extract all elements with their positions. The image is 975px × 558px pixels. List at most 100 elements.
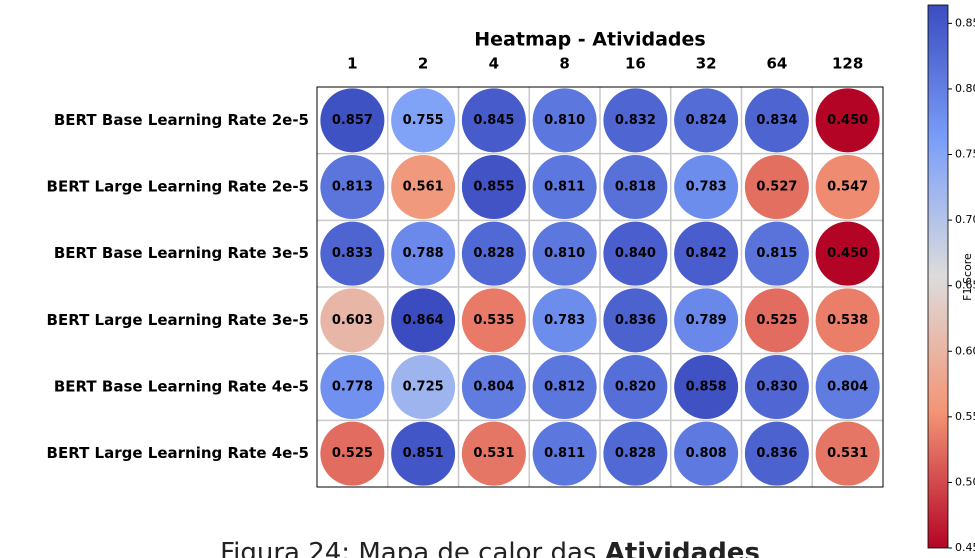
- value-label: 0.788: [403, 246, 444, 261]
- value-label: 0.832: [615, 113, 656, 128]
- cell-circle: [320, 221, 385, 286]
- cell-circle: [320, 288, 385, 353]
- value-label: 0.851: [403, 446, 444, 461]
- value-label: 0.804: [473, 380, 514, 395]
- cell-circle: [603, 88, 668, 153]
- colorbar-label: F1 Score: [961, 253, 974, 301]
- value-label: 0.836: [615, 313, 656, 328]
- y-tick-label: BERT Large Learning Rate 2e-5: [47, 178, 309, 196]
- y-tick-label: BERT Base Learning Rate 4e-5: [54, 378, 309, 396]
- value-label: 0.828: [615, 446, 656, 461]
- value-label: 0.808: [686, 446, 727, 461]
- x-tick-label: 32: [696, 55, 717, 73]
- value-label: 0.810: [544, 246, 585, 261]
- value-label: 0.857: [332, 113, 373, 128]
- colorbar-tick-label: 0.80: [955, 82, 975, 95]
- value-label: 0.833: [332, 246, 373, 261]
- value-label: 0.531: [827, 446, 868, 461]
- cell-circle: [674, 288, 739, 353]
- value-label: 0.818: [615, 180, 656, 195]
- cell-circle: [603, 155, 668, 219]
- value-label: 0.811: [544, 446, 585, 461]
- x-tick-label: 2: [418, 55, 428, 73]
- value-label: 0.527: [756, 180, 797, 195]
- x-tick-label: 64: [766, 55, 787, 73]
- cell-circle: [815, 355, 880, 419]
- x-tick-label: 1: [347, 55, 357, 73]
- value-label: 0.840: [615, 246, 656, 261]
- colorbar-tick-label: 0.50: [955, 475, 975, 488]
- cell-circle: [744, 421, 809, 486]
- value-label: 0.778: [332, 380, 373, 395]
- chart-title: Heatmap - Atividades: [474, 29, 705, 51]
- cell-circle: [461, 88, 526, 153]
- value-label: 0.845: [473, 113, 514, 128]
- value-label: 0.535: [473, 313, 514, 328]
- cell-circle: [461, 155, 526, 219]
- cell-circle: [674, 421, 739, 486]
- value-label: 0.813: [332, 180, 373, 195]
- colorbar: [927, 4, 949, 549]
- value-label: 0.547: [827, 180, 868, 195]
- value-label: 0.450: [827, 113, 868, 128]
- value-label: 0.855: [473, 180, 514, 195]
- cell-circle: [603, 288, 668, 353]
- value-label: 0.834: [756, 113, 797, 128]
- cell-circle: [320, 421, 385, 486]
- y-tick-label: BERT Base Learning Rate 2e-5: [54, 111, 309, 129]
- value-label: 0.789: [686, 313, 727, 328]
- cell-circle: [532, 221, 597, 286]
- cell-circle: [744, 355, 809, 419]
- x-tick-label: 4: [489, 55, 499, 73]
- value-label: 0.783: [686, 180, 727, 195]
- cell-circle: [744, 155, 809, 219]
- value-label: 0.450: [827, 246, 868, 261]
- cell-circle: [532, 355, 597, 419]
- value-label: 0.525: [756, 313, 797, 328]
- cell-circle: [674, 155, 739, 219]
- cell-circle: [461, 421, 526, 486]
- colorbar-tick-label: 0.45: [955, 541, 975, 554]
- cell-circle: [815, 288, 880, 353]
- cell-circle: [674, 221, 739, 286]
- cell-circle: [815, 221, 880, 286]
- cell-circle: [461, 355, 526, 419]
- cell-circle: [391, 88, 456, 153]
- caption-bold: Atividades: [605, 538, 760, 558]
- cell-circle: [603, 421, 668, 486]
- x-tick-label: 128: [832, 55, 863, 73]
- y-tick-label: BERT Large Learning Rate 3e-5: [47, 311, 309, 329]
- cell-circle: [815, 421, 880, 486]
- value-label: 0.804: [827, 380, 868, 395]
- cell-circle: [532, 155, 597, 219]
- cell-circle: [744, 88, 809, 153]
- cell-circle: [674, 88, 739, 153]
- cell-circle: [391, 155, 456, 219]
- colorbar-tick-label: 0.75: [955, 148, 975, 161]
- cell-circle: [744, 288, 809, 353]
- value-label: 0.783: [544, 313, 585, 328]
- value-label: 0.828: [473, 246, 514, 261]
- colorbar-tick-label: 0.60: [955, 344, 975, 357]
- value-label: 0.755: [403, 113, 444, 128]
- cell-circle: [674, 355, 739, 419]
- value-label: 0.561: [403, 180, 444, 195]
- colorbar-tick-label: 0.85: [955, 16, 975, 29]
- value-label: 0.836: [756, 446, 797, 461]
- cell-circle: [532, 421, 597, 486]
- colorbar-tick-label: 0.55: [955, 410, 975, 423]
- value-label: 0.864: [403, 313, 444, 328]
- cell-circle: [320, 88, 385, 153]
- value-label: 0.531: [473, 446, 514, 461]
- value-label: 0.538: [827, 313, 868, 328]
- cell-circle: [461, 288, 526, 353]
- cell-circle: [532, 288, 597, 353]
- cell-circle: [391, 421, 456, 486]
- caption-text: Figura 24: Mapa de calor das: [220, 538, 596, 558]
- x-tick-label: 8: [559, 55, 569, 73]
- value-label: 0.525: [332, 446, 373, 461]
- y-tick-label: BERT Base Learning Rate 3e-5: [54, 244, 309, 262]
- cell-circle: [603, 355, 668, 419]
- cell-circle: [391, 355, 456, 419]
- cell-circle: [391, 288, 456, 353]
